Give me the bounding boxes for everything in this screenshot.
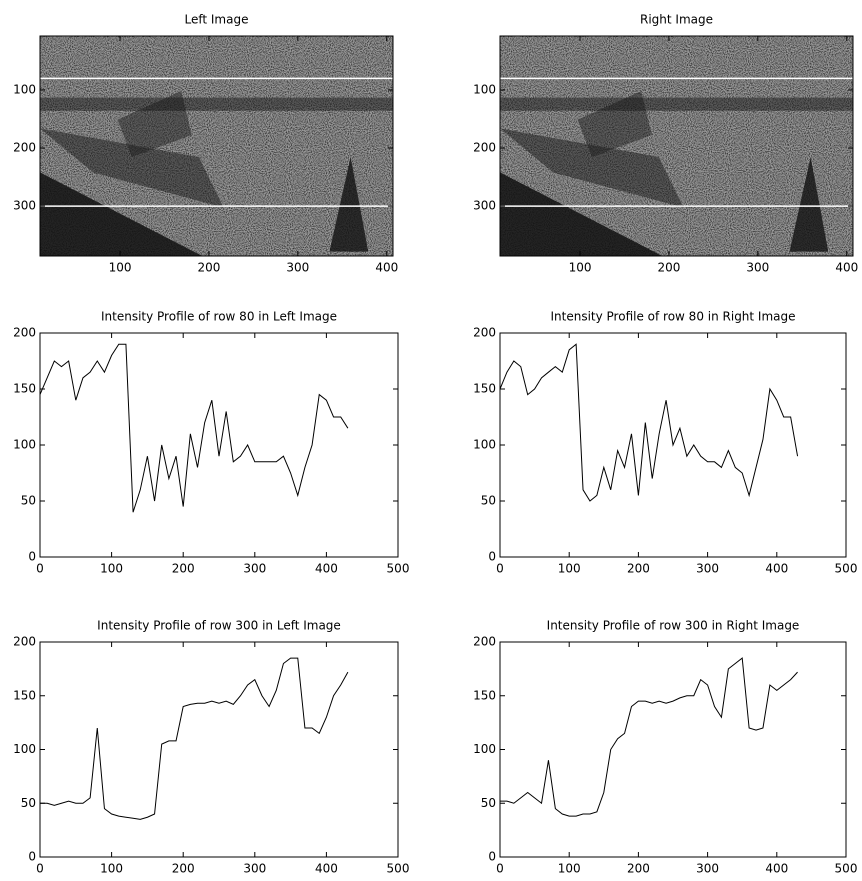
x-tick-label: 100	[569, 261, 592, 275]
image-shadow	[40, 172, 203, 256]
x-tick-label: 300	[243, 562, 266, 576]
x-tick-label: 500	[835, 862, 858, 876]
image-roof	[117, 91, 192, 157]
chart-title: Intensity Profile of row 80 in Left Imag…	[101, 310, 337, 324]
x-tick-label: 100	[109, 261, 132, 275]
y-tick-label: 200	[13, 326, 36, 340]
axes-frame	[499, 35, 854, 257]
x-tick-label: 100	[558, 862, 581, 876]
image-roof	[577, 91, 652, 157]
y-tick-label: 200	[13, 141, 36, 155]
y-tick-label: 150	[473, 688, 496, 702]
y-tick-label: 100	[13, 82, 36, 96]
y-tick-label: 200	[13, 635, 36, 649]
x-tick-label: 300	[286, 261, 309, 275]
x-tick-label: 400	[765, 562, 788, 576]
image-spire	[329, 157, 369, 252]
x-tick-label: 200	[627, 862, 650, 876]
y-tick-label: 300	[473, 199, 496, 213]
x-tick-label: 200	[657, 261, 680, 275]
image-shadow	[500, 172, 663, 256]
x-tick-label: 300	[243, 862, 266, 876]
x-tick-label: 400	[835, 261, 858, 275]
image	[500, 36, 853, 256]
y-tick-label: 0	[488, 550, 496, 564]
x-tick-label: 0	[496, 562, 504, 576]
chart-title: Intensity Profile of row 80 in Right Ima…	[550, 310, 795, 324]
image	[40, 36, 393, 256]
y-tick-label: 100	[473, 438, 496, 452]
image-strip	[40, 97, 393, 111]
chart-title: Right Image	[640, 13, 713, 27]
x-tick-label: 200	[627, 562, 650, 576]
x-tick-label: 200	[197, 261, 220, 275]
x-tick-label: 400	[765, 862, 788, 876]
y-tick-label: 50	[481, 796, 496, 810]
y-tick-label: 150	[13, 382, 36, 396]
line	[39, 343, 349, 513]
y-tick-label: 50	[21, 796, 36, 810]
image-roof	[40, 128, 224, 208]
chart-title: Intensity Profile of row 300 in Left Ima…	[97, 619, 341, 633]
chart-title: Left Image	[185, 13, 249, 27]
y-tick-label: 100	[473, 742, 496, 756]
y-tick-label: 150	[473, 382, 496, 396]
axes-frame	[499, 641, 847, 858]
y-tick-label: 100	[13, 742, 36, 756]
y-tick-label: 0	[28, 850, 36, 864]
y-tick-label: 0	[488, 850, 496, 864]
x-tick-label: 400	[375, 261, 398, 275]
x-tick-label: 400	[315, 562, 338, 576]
x-tick-label: 200	[172, 862, 195, 876]
x-tick-label: 100	[558, 562, 581, 576]
y-tick-label: 300	[13, 199, 36, 213]
x-tick-label: 300	[696, 862, 719, 876]
x-tick-label: 500	[387, 562, 410, 576]
y-tick-label: 100	[13, 438, 36, 452]
axes-frame	[39, 641, 399, 858]
x-tick-label: 300	[746, 261, 769, 275]
y-tick-label: 50	[21, 494, 36, 508]
x-tick-label: 100	[100, 562, 123, 576]
y-tick-label: 100	[473, 82, 496, 96]
y-tick-label: 0	[28, 550, 36, 564]
y-tick-label: 200	[473, 635, 496, 649]
x-tick-label: 500	[835, 562, 858, 576]
line	[500, 657, 798, 817]
axes-frame	[39, 35, 394, 257]
line	[499, 343, 799, 502]
x-tick-label: 200	[172, 562, 195, 576]
x-tick-label: 0	[36, 862, 44, 876]
x-tick-label: 500	[387, 862, 410, 876]
y-tick-label: 200	[473, 141, 496, 155]
y-tick-label: 150	[13, 688, 36, 702]
x-tick-label: 0	[496, 862, 504, 876]
image-roof	[500, 128, 684, 208]
x-tick-label: 400	[315, 862, 338, 876]
x-tick-label: 0	[36, 562, 44, 576]
chart-title: Intensity Profile of row 300 in Right Im…	[547, 619, 800, 633]
y-tick-label: 50	[481, 494, 496, 508]
line	[40, 657, 349, 820]
y-tick-label: 200	[473, 326, 496, 340]
x-tick-label: 300	[696, 562, 719, 576]
image-strip	[500, 97, 853, 111]
image-spire	[789, 157, 829, 252]
x-tick-label: 100	[100, 862, 123, 876]
